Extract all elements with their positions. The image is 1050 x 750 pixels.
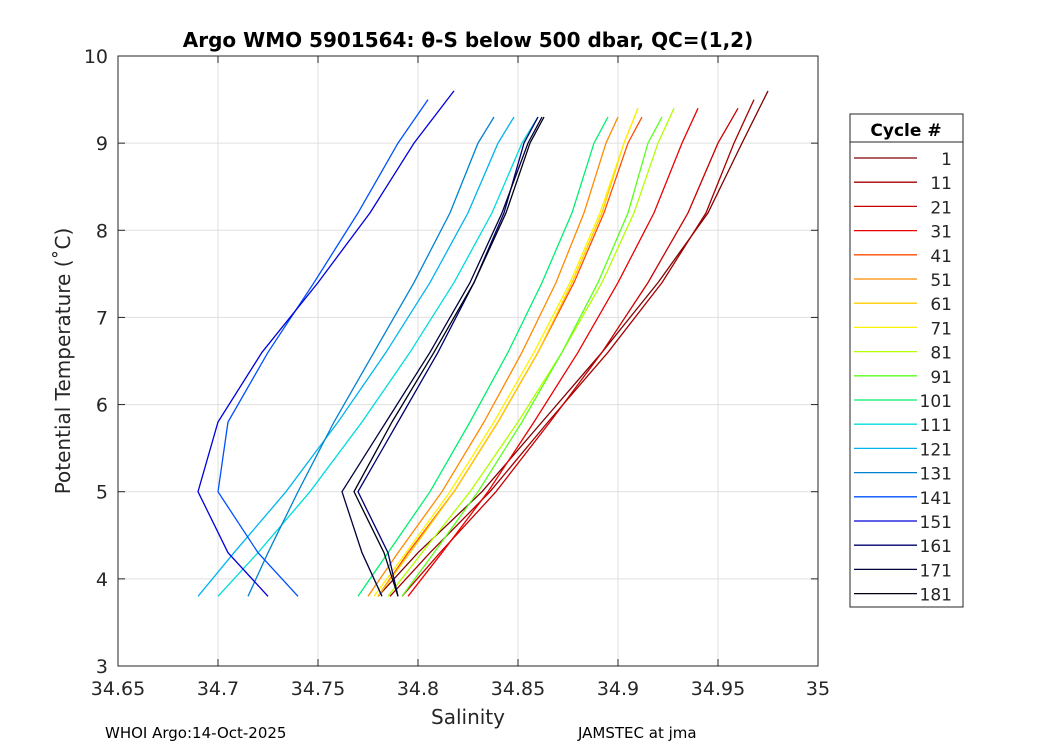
series-line-cycle-71 [373, 108, 639, 597]
y-tick-label: 5 [96, 482, 108, 504]
series-line-cycle-141 [217, 99, 429, 597]
x-tick-label: 34.9 [597, 678, 639, 700]
series-line-cycle-171 [341, 116, 543, 597]
footer-source-date: WHOI Argo:14-Oct-2025 [105, 724, 287, 742]
y-tick-label: 3 [96, 656, 108, 678]
series-lines [197, 90, 769, 597]
series-line-cycle-121 [197, 116, 515, 597]
series-line-cycle-91 [401, 116, 663, 597]
legend-label-101: 101 [920, 392, 952, 412]
series-line-cycle-151 [197, 90, 455, 597]
legend-entries: 1112131415161718191101111121131141151161… [854, 150, 952, 606]
x-tick-label: 34.75 [291, 678, 345, 700]
x-tick-label: 34.85 [491, 678, 545, 700]
series-line-cycle-181 [353, 116, 545, 597]
series-line-cycle-101 [357, 116, 609, 597]
legend-label-31: 31 [930, 223, 952, 243]
chart-title: Argo WMO 5901564: θ-S below 500 dbar, QC… [183, 28, 753, 52]
legend: Cycle # 11121314151617181911011111211311… [849, 113, 964, 608]
legend-label-161: 161 [920, 537, 952, 557]
legend-label-51: 51 [930, 271, 952, 291]
legend-label-171: 171 [920, 561, 952, 581]
legend-label-151: 151 [920, 513, 952, 533]
y-tick-label: 10 [84, 46, 108, 68]
series-line-cycle-31 [407, 108, 699, 597]
x-tick-label: 35 [806, 678, 830, 700]
x-axis-label: Salinity [431, 705, 505, 729]
y-tick-label: 9 [96, 133, 108, 155]
legend-label-1: 1 [941, 150, 952, 170]
legend-label-11: 11 [930, 174, 952, 194]
x-tick-label: 34.95 [691, 678, 745, 700]
series-line-cycle-111 [217, 116, 539, 597]
legend-label-41: 41 [930, 247, 952, 267]
plot-area [118, 56, 818, 666]
series-line-cycle-161 [357, 116, 539, 597]
legend-label-61: 61 [930, 295, 952, 315]
y-tick-label: 6 [96, 395, 108, 417]
footer-attribution: JAMSTEC at jma [578, 724, 697, 742]
y-tick-label: 8 [96, 220, 108, 242]
legend-label-131: 131 [920, 465, 952, 485]
legend-label-121: 121 [920, 440, 952, 460]
y-axis-label: Potential Temperature (˚C) [51, 228, 75, 495]
y-tick-label: 4 [96, 569, 108, 591]
series-line-cycle-11 [389, 99, 755, 597]
legend-title: Cycle # [870, 121, 941, 141]
legend-label-21: 21 [930, 198, 952, 218]
legend-box [849, 113, 964, 608]
legend-label-91: 91 [930, 368, 952, 388]
x-tick-label: 34.8 [397, 678, 439, 700]
legend-label-111: 111 [920, 416, 952, 436]
series-line-cycle-21 [401, 107, 739, 597]
legend-label-71: 71 [930, 319, 952, 339]
legend-label-181: 181 [920, 586, 952, 606]
grid-lines [118, 56, 818, 666]
y-tick-label: 7 [96, 307, 108, 329]
x-tick-label: 34.7 [197, 678, 239, 700]
axes-box [117, 55, 819, 667]
series-line-cycle-51 [367, 116, 619, 597]
axis-ticks: 34.65 34.7 34.75 34.8 34.85 34.9 34.95 35 3 4 5 6 7 8… [84, 46, 830, 700]
legend-label-81: 81 [930, 344, 952, 364]
x-tick-label: 34.65 [91, 678, 145, 700]
series-line-cycle-131 [247, 116, 495, 597]
legend-label-141: 141 [920, 489, 952, 509]
